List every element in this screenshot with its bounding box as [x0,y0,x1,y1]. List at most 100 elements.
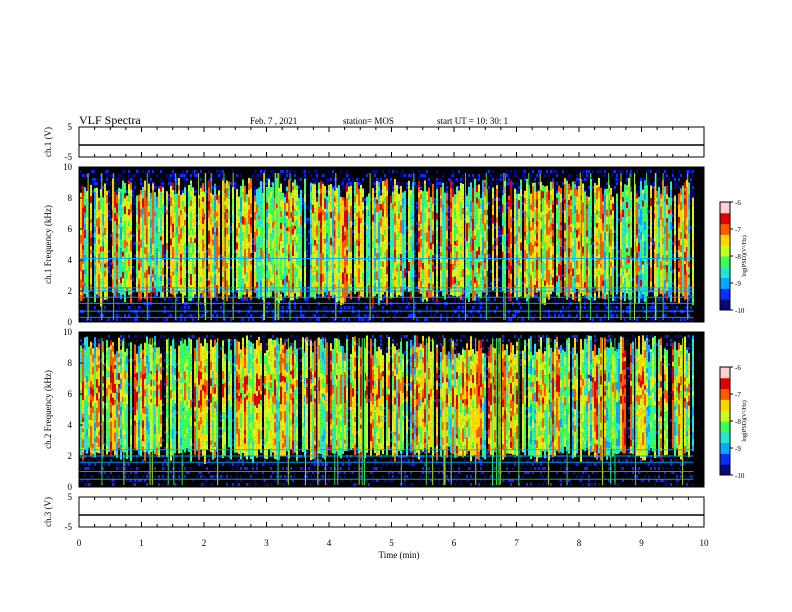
sp1-emission-cell [106,219,108,224]
sp1-noise-cell [296,182,298,185]
sp1-noise-cell [316,306,318,309]
sp1-emission-cell [140,247,142,255]
sp1-noise-cell [352,190,354,193]
sp1-noise-cell [352,234,354,237]
sp1-noise-cell [246,314,248,317]
sp1-noise-cell [562,266,564,269]
sp1-emission-cell [154,207,156,212]
sp1-noise-cell [174,314,176,317]
sp1-noise-cell [494,238,496,241]
sp1-noise-cell [672,170,674,173]
sp1-emission-cell [160,221,162,225]
sp1-emission-cell [158,232,160,240]
sp1-noise-cell [234,214,236,217]
sp1-noise-cell [182,174,184,177]
sp1-emission-cell [96,214,98,219]
sp1-emission-cell [152,281,154,286]
sp1-noise-cell [672,234,674,237]
sp1-noise-cell [640,298,642,301]
sp1-emission-cell [170,287,172,294]
sp1-noise-cell [690,306,692,309]
sp1-emission-cell [96,218,98,227]
sp1-noise-cell [596,306,598,309]
sp1-noise-cell [234,278,236,281]
sp1-emission-cell [104,238,106,246]
sp1-emission-cell [156,225,158,230]
sp1-noise-cell [252,318,254,321]
sp1-noise-cell [180,318,182,321]
sp1-emission-cell [126,195,128,201]
sp1-noise-cell [326,182,328,185]
sp1-emission-cell [128,279,130,288]
sp1-noise-cell [196,214,198,217]
sp1-noise-cell [582,174,584,177]
sp1-emission-cell [154,215,156,223]
sp1-noise-cell [374,190,376,193]
sp1-noise-cell [170,306,172,309]
sp1-noise-cell [478,298,480,301]
sp1-noise-cell [90,314,92,317]
sp1-noise-cell [230,190,232,193]
sp1-noise-cell [676,318,678,321]
sp1-noise-cell [260,314,262,317]
sp1-noise-cell [668,318,670,321]
sp1-emission-cell [104,257,106,264]
sp1-noise-cell [88,242,90,245]
sp1-noise-cell [438,210,440,213]
sp1-noise-cell [358,314,360,317]
sp1-emission-cell [122,226,124,233]
sp1-noise-cell [88,174,90,177]
sp1-noise-cell [316,170,318,173]
sp1-emission-cell [82,189,84,197]
sp1-noise-cell [212,314,214,317]
sp1-noise-cell [302,206,304,209]
sp1-emission-cell [158,194,160,203]
sp1-noise-cell [260,174,262,177]
sp1-noise-cell [626,174,628,177]
sp1-noise-cell [648,306,650,309]
sp1-noise-cell [200,170,202,173]
sp1-noise-cell [500,206,502,209]
sp1-noise-cell [452,306,454,309]
sp1-noise-cell [306,274,308,277]
sp1-noise-cell [510,318,512,321]
sp1-emission-cell [102,246,104,252]
sp1-noise-cell [164,318,166,321]
sp1-emission-cell [112,210,114,218]
sp1-emission-cell [116,244,118,252]
sp1-noise-cell [490,174,492,177]
sp1-noise-cell [258,174,260,177]
sp1-noise-cell [530,318,532,321]
sp1-noise-cell [522,170,524,173]
sp1-noise-cell [298,186,300,189]
sp1-noise-cell [550,170,552,173]
sp1-emission-cell [90,261,92,268]
sp1-noise-cell [352,282,354,285]
sp1-noise-cell [284,186,286,189]
sp1-emission-cell [124,193,126,199]
sp1-noise-cell [586,170,588,173]
sp1-emission-cell [136,286,138,293]
sp1-noise-cell [456,178,458,181]
sp1-emission-cell [138,251,140,255]
sp1-noise-cell [322,182,324,185]
sp1-noise-cell [342,178,344,181]
sp1-emission-cell [152,183,154,191]
sp1-noise-cell [86,306,88,309]
sp1-noise-cell [410,186,412,189]
sp1-noise-cell [308,282,310,285]
sp1-noise-cell [254,170,256,173]
sp1-emission-cell [124,291,126,297]
sp1-noise-cell [434,202,436,205]
sp1-emission-cell [98,262,100,269]
sp1-noise-cell [438,266,440,269]
sp1-noise-cell [522,202,524,205]
sp1-noise-cell [616,182,618,185]
sp1-emission-cell [104,221,106,229]
ch1-ytick-label: 5 [68,122,73,132]
sp1-noise-cell [106,318,108,321]
sp1-emission-cell [172,199,174,205]
sp1-noise-cell [222,178,224,181]
sp1-emission-cell [126,205,128,210]
sp1-noise-cell [506,258,508,261]
